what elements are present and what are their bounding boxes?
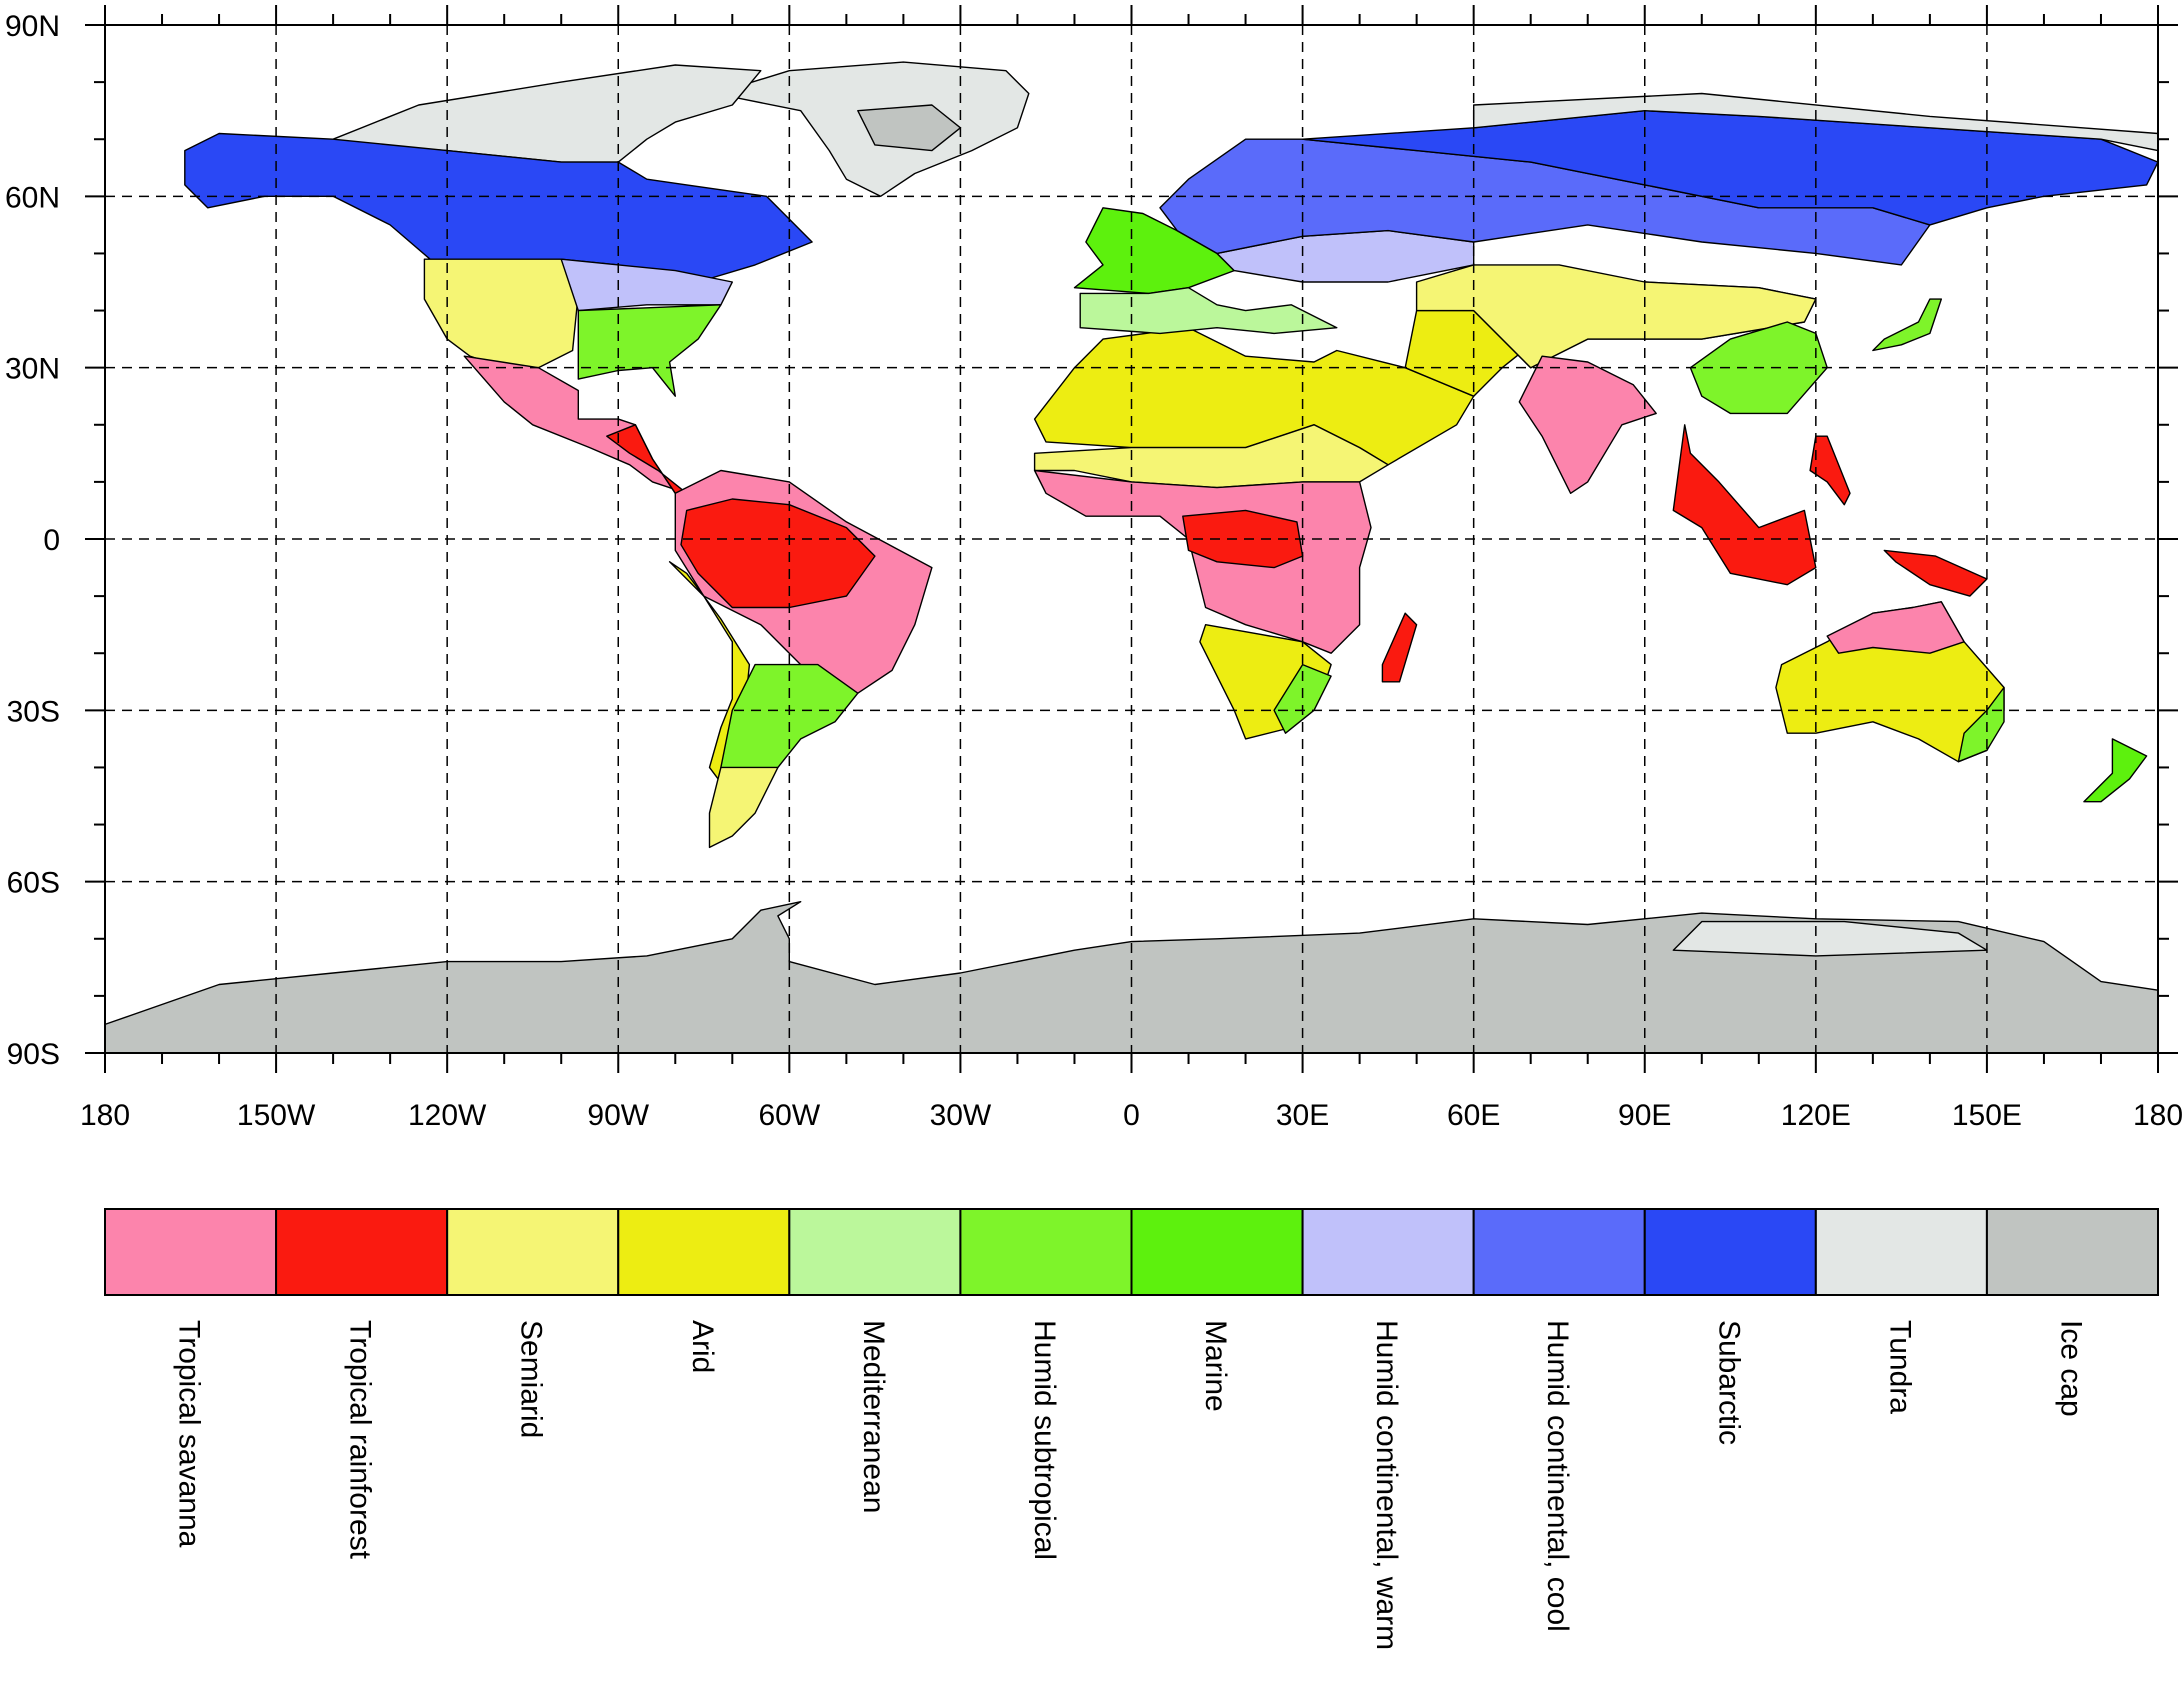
region-amazon-rainforest [680, 498, 876, 609]
lon-label: 0 [1123, 1099, 1140, 1132]
region-philippines [1809, 435, 1851, 506]
lon-label: 90W [587, 1099, 649, 1132]
region-new-zealand [2083, 738, 2148, 803]
region-madagascar [1381, 612, 1418, 683]
legend-label: Marine [1199, 1320, 1232, 1412]
region-arctic-tundra-eurasia [1472, 92, 2159, 152]
region-mexico-central-america [463, 355, 688, 494]
latitude-labels: 90N 60N 30N 0 30S 60S 90S [5, 10, 60, 1071]
region-patagonia [708, 766, 779, 849]
region-southern-africa-east [1273, 663, 1332, 734]
lon-label: 150E [1952, 1099, 2022, 1132]
lat-label: 30N [5, 353, 60, 386]
legend-label: Humid continental, warm [1370, 1320, 1403, 1650]
region-new-guinea [1883, 549, 1988, 597]
legend-swatch [1301, 1208, 1475, 1296]
legend-label: Humid subtropical [1028, 1320, 1061, 1560]
region-congo-rainforest [1182, 509, 1304, 569]
lat-label: 30S [7, 695, 60, 728]
axis-ticks [85, 5, 2178, 1073]
legend-swatch [1472, 1208, 1646, 1296]
lat-label: 90S [7, 1038, 60, 1071]
legend: Tropical savanna Tropical rainforest Semia… [104, 1208, 2159, 1650]
longitude-labels: 180 150W 120W 90W 60W 30W 0 30E 60E 90E 120E 150E 18… [80, 1099, 2182, 1132]
lon-label: 30E [1276, 1099, 1329, 1132]
legend-swatch [1130, 1208, 1304, 1296]
region-alaska-canada-subarctic [184, 132, 813, 283]
legend-label: Arid [686, 1320, 719, 1373]
legend-label: Tropical savanna [173, 1320, 206, 1548]
region-southeast-asia-rainforest [1672, 424, 1817, 586]
region-greenland-core [857, 104, 962, 152]
legend-swatch [959, 1208, 1133, 1296]
legend-label: Tropical rainforest [344, 1320, 377, 1560]
lon-label: 90E [1618, 1099, 1671, 1132]
legend-label: Ice cap [2054, 1320, 2087, 1417]
legend-swatch [446, 1208, 620, 1296]
lon-label: 180 [2133, 1099, 2182, 1132]
legend-swatch [1643, 1208, 1817, 1296]
legend-label: Mediterranean [857, 1320, 890, 1513]
lon-label: 120E [1781, 1099, 1851, 1132]
lat-label: 60S [7, 867, 60, 900]
region-japan [1872, 298, 1943, 352]
lon-label: 150W [237, 1099, 316, 1132]
lon-label: 60W [758, 1099, 820, 1132]
region-us-southeast-subtropical [577, 304, 722, 397]
lat-label: 0 [43, 524, 60, 557]
region-india-savanna [1518, 355, 1657, 494]
legend-label: Humid continental, cool [1541, 1320, 1574, 1632]
region-australia-north-savanna [1826, 601, 1965, 654]
region-mediterranean-europe [1079, 287, 1338, 335]
legend-label: Semiarid [515, 1320, 548, 1438]
legend-swatch [275, 1208, 449, 1296]
legend-swatch [1814, 1208, 1988, 1296]
legend-label: Tundra [1883, 1320, 1916, 1414]
lon-label: 30W [930, 1099, 992, 1132]
legend-swatch [1985, 1208, 2159, 1296]
region-africa-savanna [1033, 469, 1372, 654]
lat-label: 90N [5, 10, 60, 43]
legend-label: Subarctic [1712, 1320, 1745, 1445]
legend-swatch [788, 1208, 962, 1296]
lat-label: 60N [5, 181, 60, 214]
lon-label: 120W [408, 1099, 487, 1132]
lon-label: 180 [80, 1099, 130, 1132]
legend-swatch [617, 1208, 791, 1296]
gridlines [105, 25, 2158, 1053]
lon-label: 60E [1447, 1099, 1500, 1132]
legend-swatch [104, 1208, 278, 1296]
